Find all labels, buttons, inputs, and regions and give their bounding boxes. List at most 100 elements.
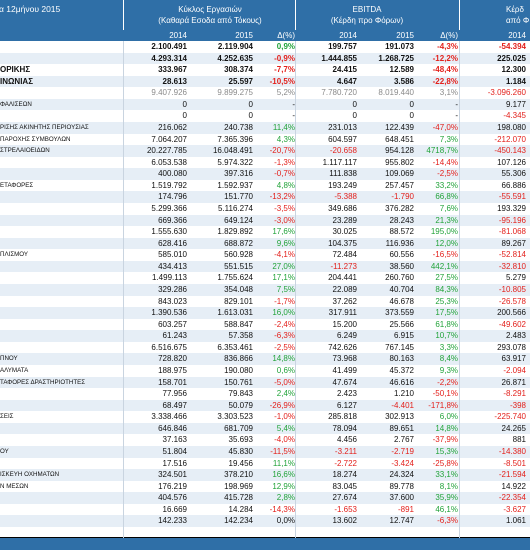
table-cell: 1.210	[393, 389, 414, 399]
table-cell: 836.866	[224, 354, 253, 364]
table-row: 4.293.314 4.252.635 -0,9% 1.444.855 1.268.72…	[0, 52, 530, 65]
table-cell: 193.329	[497, 203, 526, 213]
table-cell: 2,4%	[276, 389, 295, 399]
table-row: 1.499.113 1.755.624 17,1% 204.441 260.760 27,…	[0, 272, 530, 284]
row-label: ΟΥ	[0, 447, 9, 455]
table-cell: 9.177	[505, 99, 526, 109]
table-cell: -22.354	[498, 493, 526, 503]
table-cell: 23.289	[332, 215, 357, 225]
table-row: 434.413 551.515 27,0% -11.273 38.560 442,1% -3…	[0, 260, 530, 273]
table-cell: -2.722	[334, 458, 357, 468]
table-cell: 0,9%	[276, 42, 295, 51]
col-header: 2014	[508, 31, 526, 40]
table-cell: -22,8%	[432, 76, 458, 86]
table-cell: 19.456	[228, 458, 253, 468]
table-cell: -3.096.260	[487, 88, 526, 98]
table-cell: 68.497	[162, 400, 187, 410]
revenue-group-subtitle: (Καθαρά Εσοδα από Τόκους)	[158, 16, 262, 25]
table-row: ΠΛΙΣΜΟΥ 585.010 560.928 -4,1% 72.484 60.556 -1…	[0, 249, 530, 261]
table-cell: -1.790	[391, 192, 414, 202]
table-cell: 33,1%	[435, 470, 458, 480]
table-cell: 57.358	[228, 331, 253, 341]
table-row: 9.407.926 9.899.275 5,2% 7.780.720 8.019.440…	[0, 87, 530, 99]
table-cell: 190.080	[224, 365, 253, 375]
table-cell: 603.257	[158, 319, 187, 329]
table-cell: 14,8%	[435, 423, 458, 433]
table-cell: 142.234	[224, 516, 253, 526]
table-cell: 12,9%	[272, 481, 295, 491]
table-cell: 6.516.675	[151, 342, 187, 352]
table-row: 404.576 415.728 2,8% 27.674 37.600 35,9% -22.3…	[0, 492, 530, 504]
table-cell: 61,8%	[435, 319, 458, 329]
table-cell: -14.380	[498, 446, 526, 456]
table-cell: 107.126	[497, 157, 526, 167]
table-cell: -4.401	[391, 400, 414, 410]
table-cell: 376.282	[385, 203, 414, 213]
table-cell: -26.578	[498, 296, 526, 306]
table-cell: 15.200	[332, 319, 357, 329]
table-cell: 333.967	[158, 65, 187, 75]
table-cell: 66,8%	[435, 192, 458, 202]
table-cell: 0	[182, 99, 187, 109]
table-cell: 8,4%	[439, 354, 458, 364]
table-cell: 7,6%	[439, 203, 458, 213]
table-cell: -1.653	[334, 504, 357, 514]
table-cell: 648.451	[385, 134, 414, 144]
table-row: ΦΑΛΙΣΕΩΝ 0 0 - 0 0 - 9.177	[0, 98, 530, 111]
table-cell: 260.760	[385, 273, 414, 283]
table-cell: -7,7%	[274, 65, 295, 75]
table-cell: 55.306	[501, 169, 526, 179]
table-cell: -81.068	[498, 227, 526, 237]
table-cell: 25.566	[389, 319, 414, 329]
table-row: 5.299.366 5.116.274 -3,5% 349.686 376.282 7,6…	[0, 203, 530, 215]
table-cell: 66.886	[501, 180, 526, 190]
table-cell: -450.143	[494, 146, 526, 156]
table-cell: -0,7%	[274, 169, 295, 179]
table-cell: 0	[182, 111, 187, 121]
table-cell: 216.062	[158, 122, 187, 132]
table-cell: 61.243	[162, 331, 187, 341]
table-cell: 954.128	[385, 146, 414, 156]
table-cell: -37,9%	[432, 435, 458, 445]
table-cell: -1,3%	[274, 157, 295, 167]
table-cell: -4,0%	[274, 435, 295, 445]
table-cell: -5.388	[334, 192, 357, 202]
table-cell: -2,2%	[437, 377, 458, 387]
table-cell: 193.249	[328, 180, 357, 190]
table-row: ΤΑΦΟΡΕΣ ΔΡΑΣΤΗΡΙΟΤΗΤΕΣ 158.701 150.761 -5,0…	[0, 376, 530, 389]
table-cell: 8.019.440	[378, 88, 414, 98]
table-cell: 308.374	[224, 65, 253, 75]
table-cell: 60.556	[389, 250, 414, 260]
table-cell: 742.626	[328, 342, 357, 352]
table-cell: 5,4%	[276, 423, 295, 433]
total-row	[0, 538, 530, 550]
table-cell: 12.300	[501, 65, 526, 75]
table-cell: 80.163	[389, 354, 414, 364]
table-cell: 5.279	[505, 273, 526, 283]
table-cell: 3.303.523	[217, 412, 253, 422]
table-cell: -10,5%	[269, 76, 295, 86]
table-cell: 37.163	[162, 435, 187, 445]
table-cell: 116.936	[385, 238, 414, 248]
table-cell: 2.423	[336, 389, 357, 399]
table-cell: -225.740	[494, 412, 526, 422]
table-cell: 2.767	[393, 435, 414, 445]
table-cell: -95.196	[498, 215, 526, 225]
table-cell: 329.286	[158, 284, 187, 294]
table-cell: 37.262	[332, 296, 357, 306]
table-cell: 551.515	[224, 261, 253, 271]
row-label: ΕΤΑΦΟΡΕΣ	[0, 181, 34, 189]
table-cell: 4.252.635	[217, 53, 253, 63]
table-cell: -13,2%	[269, 192, 295, 202]
table-cell: -47,0%	[432, 122, 458, 132]
table-row: 628.416 688.872 9,6% 104.375 116.936 12,0% 89.…	[0, 237, 530, 250]
table-cell: 24.265	[501, 423, 526, 433]
table-cell: 231.013	[328, 122, 357, 132]
table-cell: -8.501	[503, 458, 526, 468]
table-cell: 5.299.366	[151, 203, 187, 213]
table-cell: 204.441	[328, 273, 357, 283]
table-cell: 0	[248, 111, 253, 121]
profit-group-subtitle: από Φ	[506, 16, 530, 25]
table-cell: 373.559	[385, 308, 414, 318]
table-cell: 7.365.396	[217, 134, 253, 144]
